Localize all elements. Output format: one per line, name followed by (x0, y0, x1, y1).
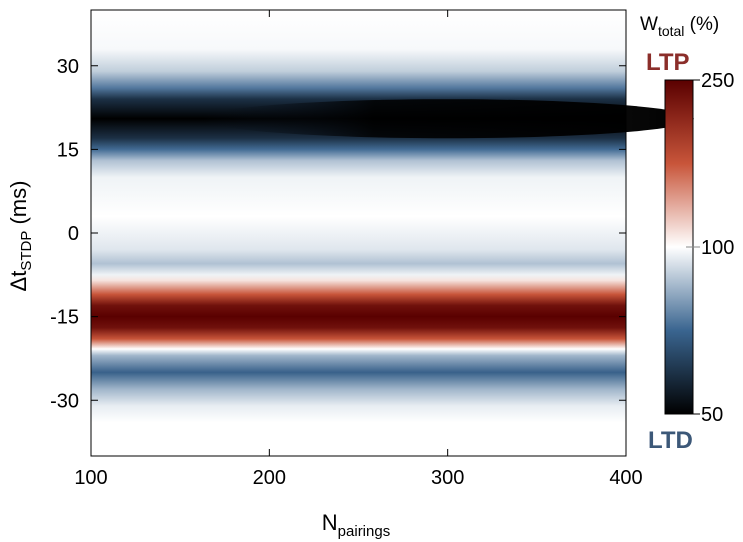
x-axis-label: Npairings (322, 510, 390, 540)
y-axis: 30 15 0 -15 -30 (50, 56, 626, 412)
colorbar: Wtotal (%) LTP 250 100 50 LTD (640, 14, 734, 454)
heatmap-field (91, 10, 626, 456)
colorbar-tick-label: 100 (701, 237, 734, 259)
y-tick-label: -30 (50, 390, 79, 412)
colorbar-tick-label: 50 (701, 404, 723, 426)
x-tick-label: 300 (431, 467, 464, 489)
plot-area (90, 9, 694, 457)
x-tick-label: 400 (609, 467, 642, 489)
y-tick-label: 15 (57, 139, 79, 161)
y-tick-label: 0 (68, 223, 79, 245)
colorbar-title: Wtotal (%) (640, 14, 719, 39)
y-tick-label: 30 (57, 56, 79, 78)
x-tick-label: 100 (74, 467, 107, 489)
x-axis: 100 200 300 400 (74, 10, 643, 489)
x-tick-label: 200 (253, 467, 286, 489)
ltd-label: LTD (648, 427, 693, 454)
colorbar-ticks: 250 100 50 (686, 70, 734, 426)
ltp-label: LTP (646, 49, 690, 76)
colorbar-tick-label: 250 (701, 70, 734, 92)
y-tick-label: -15 (50, 307, 79, 329)
y-axis-label: ΔtSTDP (ms) (6, 181, 35, 292)
ltd-band-core (201, 99, 694, 139)
